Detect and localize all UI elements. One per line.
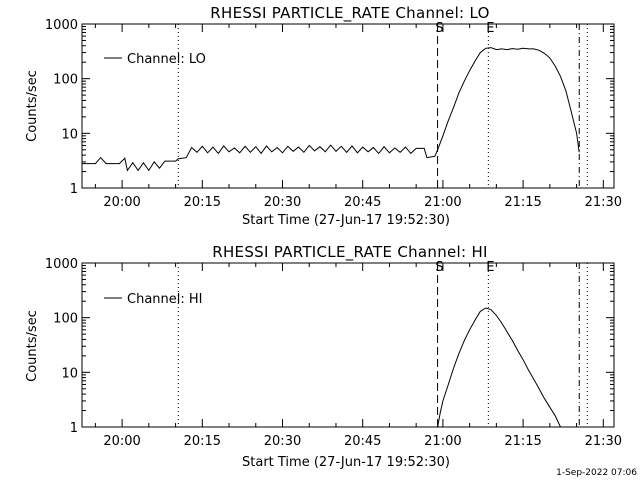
y-tick-label: 100 bbox=[53, 312, 78, 327]
y-axis-label: Counts/sec bbox=[25, 310, 40, 382]
y-tick-label: 1 bbox=[70, 421, 78, 436]
hi-channel-panel: RHESSI PARTICLE_RATE Channel: HI S E 20:0… bbox=[25, 243, 622, 470]
x-tick-label: 20:15 bbox=[184, 434, 221, 449]
x-tick-label: 21:00 bbox=[424, 195, 461, 210]
x-tick-label: 20:30 bbox=[264, 195, 301, 210]
chart-title: RHESSI PARTICLE_RATE Channel: LO bbox=[210, 4, 489, 23]
x-tick-label: 20:00 bbox=[103, 195, 140, 210]
time-marker-label: S bbox=[435, 21, 443, 36]
x-tick-label: 21:15 bbox=[504, 195, 541, 210]
y-tick-label: 1000 bbox=[45, 18, 78, 33]
y-tick-label: 1 bbox=[70, 182, 78, 197]
x-tick-label: 20:30 bbox=[264, 434, 301, 449]
y-tick-label: 100 bbox=[53, 73, 78, 88]
legend-label: Channel: LO bbox=[127, 52, 206, 67]
footer-timestamp: 1-Sep-2022 07:06 bbox=[556, 468, 637, 478]
x-tick-label: 21:15 bbox=[504, 434, 541, 449]
lo-channel-panel: RHESSI PARTICLE_RATE Channel: LO S E 20:0… bbox=[25, 4, 622, 228]
legend-label: Channel: HI bbox=[127, 292, 203, 307]
y-axis-label: Counts/sec bbox=[25, 70, 40, 142]
chart-title: RHESSI PARTICLE_RATE Channel: HI bbox=[212, 243, 488, 262]
time-marker-label: E bbox=[486, 260, 494, 275]
x-tick-label: 20:15 bbox=[184, 195, 221, 210]
x-tick-label: 20:00 bbox=[103, 434, 140, 449]
series-line-hi bbox=[437, 307, 561, 428]
time-marker-label: S bbox=[435, 260, 443, 275]
y-tick-label: 10 bbox=[61, 127, 78, 142]
x-tick-label: 21:00 bbox=[424, 434, 461, 449]
x-axis-label: Start Time (27-Jun-17 19:52:30) bbox=[242, 455, 450, 470]
time-marker-label: E bbox=[486, 21, 494, 36]
y-tick-label: 1000 bbox=[45, 257, 78, 272]
plot-frame bbox=[81, 23, 615, 189]
plot-frame bbox=[81, 262, 615, 428]
series-line-lo bbox=[82, 47, 580, 172]
x-tick-label: 20:45 bbox=[344, 195, 381, 210]
x-axis-label: Start Time (27-Jun-17 19:52:30) bbox=[242, 213, 450, 228]
y-tick-label: 10 bbox=[61, 366, 78, 381]
x-tick-label: 20:45 bbox=[344, 434, 381, 449]
x-tick-label: 21:30 bbox=[585, 195, 622, 210]
x-tick-label: 21:30 bbox=[585, 434, 622, 449]
